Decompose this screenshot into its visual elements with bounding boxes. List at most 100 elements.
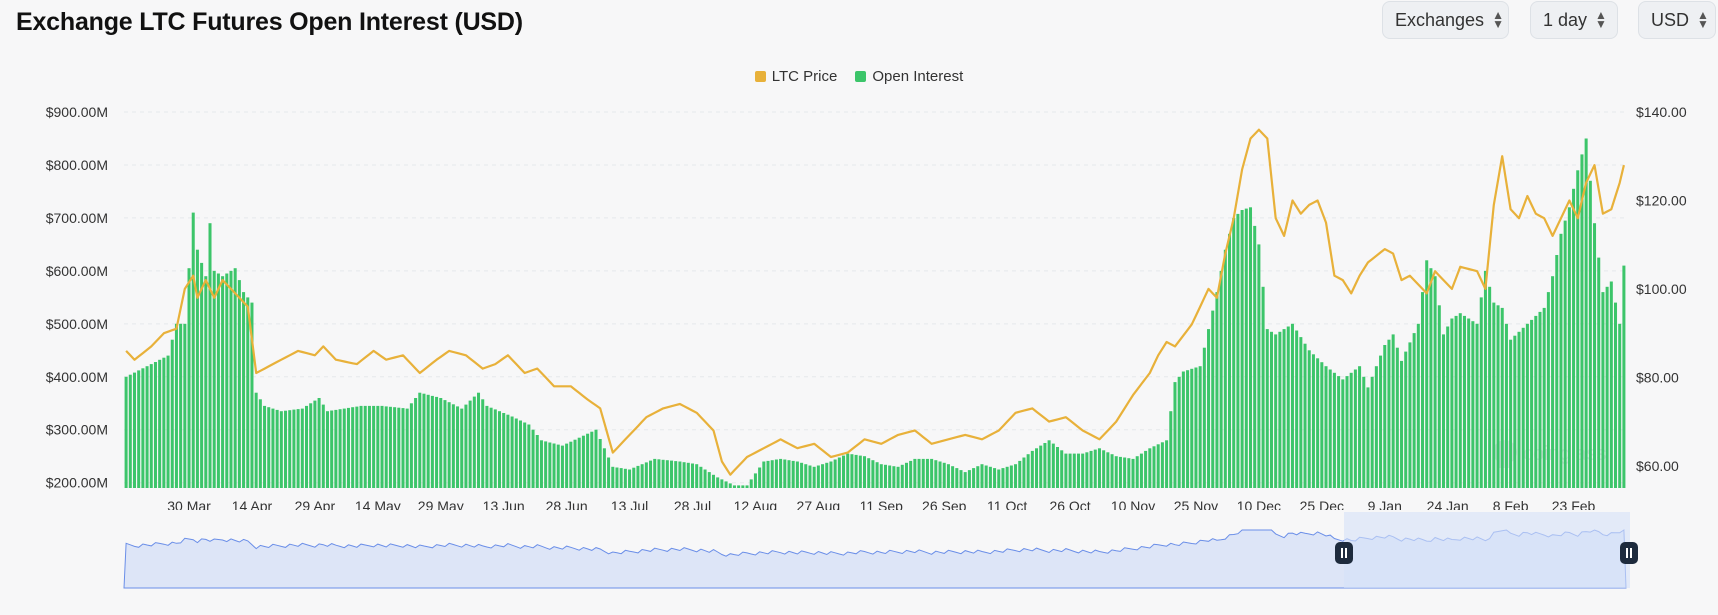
oi-bar [1437, 305, 1441, 488]
oi-bar [1026, 454, 1030, 488]
oi-bar [552, 443, 556, 488]
oi-bar [1530, 319, 1534, 488]
oi-bar [774, 459, 778, 488]
oi-bar [783, 459, 787, 488]
oi-bar [1219, 270, 1223, 488]
brush-selection[interactable] [1344, 512, 1630, 588]
oi-bar [787, 460, 791, 488]
oi-bar [1551, 276, 1555, 488]
oi-bar [355, 406, 359, 488]
oi-bar [917, 458, 921, 488]
oi-bar [678, 461, 682, 488]
oi-bar [758, 467, 762, 488]
interval-select[interactable]: 1 day ▲ ▼ [1530, 1, 1618, 39]
oi-bar [430, 395, 434, 488]
oi-bar [388, 406, 392, 488]
oi-bar [279, 411, 283, 488]
oi-bar [749, 479, 753, 488]
oi-bar [1307, 350, 1311, 488]
exchanges-select[interactable]: Exchanges ▲ ▼ [1382, 1, 1509, 39]
oi-bar [464, 404, 468, 488]
oi-bar [1089, 450, 1093, 488]
oi-bar [1320, 362, 1324, 488]
oi-bar [1467, 318, 1471, 488]
oi-bar [921, 458, 925, 488]
oi-bar [1479, 297, 1483, 488]
oi-bar [187, 268, 191, 488]
oi-bar [149, 364, 153, 488]
oi-bar [284, 410, 288, 488]
oi-bar [846, 453, 850, 488]
oi-bar [359, 405, 363, 488]
oi-bar [1165, 440, 1169, 488]
oi-bar [649, 460, 653, 488]
oi-bar [1358, 366, 1362, 488]
oi-bar [883, 464, 887, 488]
oi-bar [1085, 452, 1089, 488]
oi-bar [342, 408, 346, 488]
brush-handle-right[interactable] [1620, 542, 1638, 564]
oi-bar [1282, 329, 1286, 488]
oi-bar [833, 459, 837, 488]
oi-bar [1383, 345, 1387, 488]
oi-bar [502, 413, 506, 488]
oi-bar [539, 440, 543, 488]
brush-handle-left[interactable] [1335, 542, 1353, 564]
range-brush[interactable] [123, 510, 1638, 589]
oi-bar [615, 467, 619, 488]
oi-bar [393, 407, 397, 488]
oi-bar [791, 460, 795, 488]
oi-bar [1622, 265, 1626, 488]
oi-bar [1433, 276, 1437, 488]
oi-bar [1618, 323, 1622, 488]
oi-bar [728, 483, 732, 488]
oi-bar [1114, 456, 1118, 488]
oi-bar [1504, 323, 1508, 488]
oi-bar [1257, 244, 1261, 488]
chart-legend: LTC Price Open Interest [0, 68, 1718, 85]
oi-bar [942, 462, 946, 488]
y-axis-right: $60.00 $80.00 $100.00 $120.00 $140.00 [1636, 104, 1687, 474]
oi-bar [888, 465, 892, 488]
oi-bar [711, 474, 715, 488]
oi-bar [1404, 351, 1408, 488]
oi-bar [1324, 366, 1328, 488]
oi-bar [535, 435, 539, 488]
oi-bar [690, 463, 694, 488]
y-right-tick-label: $140.00 [1636, 104, 1687, 120]
chevron-updown-icon: ▲ ▼ [1697, 8, 1709, 31]
oi-bar [858, 455, 862, 488]
legend-item-oi[interactable]: Open Interest [855, 68, 963, 85]
oi-bar [1118, 456, 1122, 488]
oi-bar [1068, 453, 1072, 488]
oi-bar [716, 477, 720, 488]
oi-bar [246, 297, 250, 488]
oi-bar [1148, 448, 1152, 488]
oi-bar [1374, 366, 1378, 488]
oi-bar [548, 442, 552, 488]
legend-item-price[interactable]: LTC Price [754, 68, 837, 85]
oi-bar [451, 404, 455, 488]
oi-bar [1215, 292, 1219, 488]
oi-bar [1244, 208, 1248, 488]
oi-bar [1458, 313, 1462, 488]
oi-bar [1056, 447, 1060, 488]
oi-bar [229, 270, 233, 488]
oi-bar [1261, 286, 1265, 488]
currency-select[interactable]: USD ▲ ▼ [1638, 1, 1716, 39]
oi-bar [1093, 449, 1097, 488]
oi-bar [195, 249, 199, 488]
oi-bar [1286, 326, 1290, 488]
oi-bar [170, 339, 174, 488]
oi-bar [124, 376, 128, 488]
oi-bar [296, 409, 300, 488]
oi-bar [1387, 339, 1391, 488]
oi-bar [258, 399, 262, 488]
oi-bar [166, 355, 170, 488]
oi-bar [1169, 411, 1173, 488]
oi-bar [1014, 464, 1018, 488]
oi-bar [896, 466, 900, 488]
oi-bar [867, 458, 871, 488]
oi-bar [1198, 366, 1202, 488]
